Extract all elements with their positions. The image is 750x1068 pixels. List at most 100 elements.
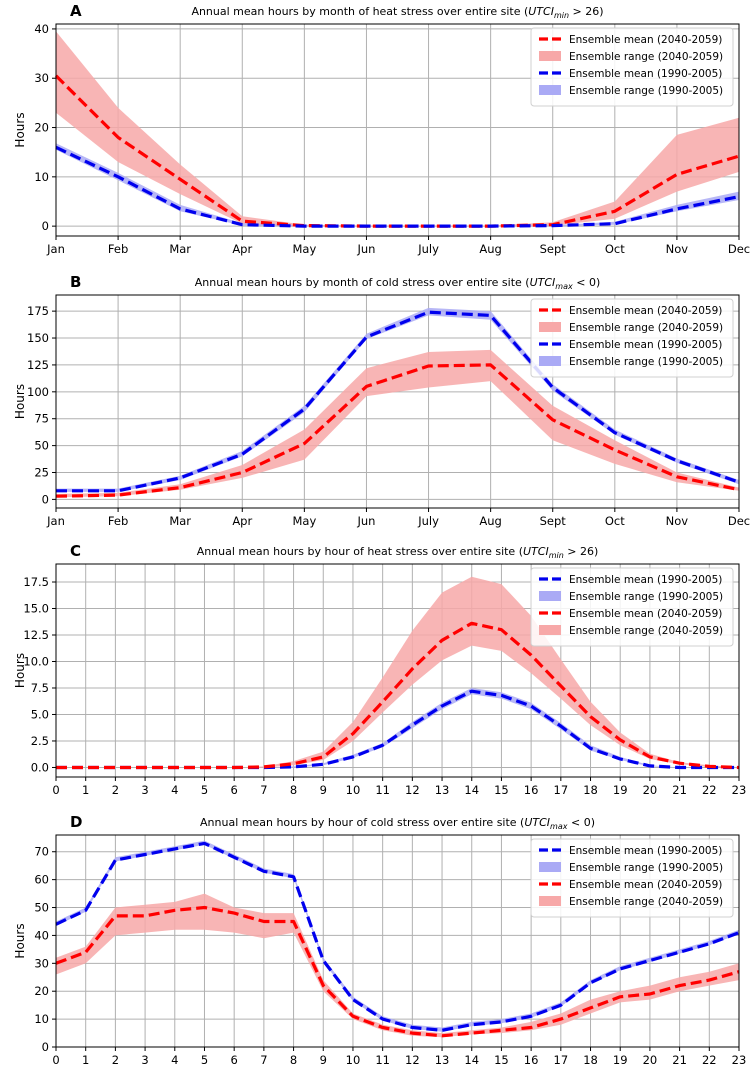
panel-label: A	[70, 2, 82, 20]
legend-entry: Ensemble mean (2040-2059)	[569, 608, 722, 620]
x-tick-label: Apr	[232, 514, 252, 528]
y-axis-label: Hours	[13, 653, 27, 688]
x-tick-label: 3	[141, 1053, 148, 1067]
legend-entry: Ensemble range (2040-2059)	[569, 51, 723, 63]
x-tick-label: 14	[464, 1053, 479, 1067]
x-tick-label: 22	[702, 783, 717, 797]
x-tick-label: 14	[464, 783, 479, 797]
y-tick-label: 10	[34, 1012, 49, 1026]
panel-c: 0 1 2 3 4 5 6 7 8 9 10 11 12 13 14 15 16 17 18 19 20 21 22 230.…	[13, 542, 746, 797]
x-tick-label: 5	[201, 1053, 208, 1067]
x-tick-label: Dec	[728, 242, 750, 256]
y-tick-label: 17.5	[23, 575, 49, 589]
y-tick-label: 25	[34, 466, 49, 480]
x-tick-label: 17	[554, 783, 569, 797]
x-tick-label: Jan	[46, 242, 65, 256]
legend-entry: Ensemble mean (2040-2059)	[569, 879, 722, 891]
y-tick-label: 10.0	[23, 654, 49, 668]
x-tick-label: Nov	[666, 514, 689, 528]
x-tick-label: Oct	[605, 514, 625, 528]
y-tick-label: 0	[42, 219, 49, 233]
x-tick-label: Nov	[666, 242, 689, 256]
x-tick-label: 19	[613, 783, 628, 797]
x-tick-label: 3	[141, 783, 148, 797]
x-tick-label: 10	[346, 1053, 361, 1067]
x-tick-label: 1	[82, 1053, 89, 1067]
mean-line-red	[55, 905, 740, 1038]
y-axis-label: Hours	[13, 112, 27, 147]
x-tick-label: 13	[435, 1053, 450, 1067]
axes-frame	[55, 563, 740, 778]
range-band-blue	[56, 688, 739, 768]
x-tick-label: Sept	[540, 514, 567, 528]
y-tick-label: 30	[34, 71, 49, 85]
chart-title: Annual mean hours by month of cold stres…	[195, 276, 600, 291]
x-tick-label: 11	[375, 1053, 390, 1067]
y-tick-label: 20	[34, 121, 49, 135]
mean-line-blue	[56, 310, 740, 493]
x-tick-label: 12	[405, 1053, 420, 1067]
x-tick-label: July	[417, 242, 439, 256]
y-tick-label: 7.5	[31, 681, 49, 695]
x-tick-label: 4	[171, 783, 178, 797]
legend-entry: Ensemble range (2040-2059)	[569, 896, 723, 908]
x-tick-label: 16	[524, 783, 539, 797]
y-tick-label: 10	[34, 170, 49, 184]
x-tick-label: 18	[583, 783, 598, 797]
y-tick-label: 5.0	[31, 707, 49, 721]
x-tick-label: 2	[112, 783, 119, 797]
y-tick-label: 50	[34, 439, 49, 453]
y-tick-label: 50	[34, 901, 49, 915]
x-tick-label: Aug	[479, 242, 501, 256]
x-tick-label: 19	[613, 1053, 628, 1067]
y-tick-label: 125	[27, 358, 49, 372]
legend-swatch	[539, 862, 561, 872]
legend-entry: Ensemble range (1990-2005)	[569, 591, 723, 603]
y-tick-label: 15.0	[23, 602, 49, 616]
legend-swatch	[539, 356, 561, 366]
y-tick-label: 2.5	[31, 734, 49, 748]
legend-entry: Ensemble mean (1990-2005)	[569, 68, 722, 80]
x-tick-label: 21	[672, 783, 687, 797]
x-tick-label: Feb	[108, 242, 128, 256]
x-tick-label: Aug	[479, 514, 501, 528]
y-tick-label: 0.0	[31, 760, 49, 774]
y-tick-label: 70	[34, 845, 49, 859]
chart-title: Annual mean hours by hour of cold stress…	[200, 816, 595, 831]
axes-frame	[55, 23, 740, 237]
panel-label: B	[70, 273, 81, 291]
range-band-red	[56, 576, 739, 768]
x-tick-label: 5	[201, 783, 208, 797]
mean-line-red	[56, 621, 740, 770]
legend-swatch	[539, 85, 561, 95]
legend-swatch	[539, 322, 561, 332]
panel-label: C	[70, 542, 81, 560]
legend-entry: Ensemble mean (2040-2059)	[569, 305, 722, 317]
mean-line-blue	[55, 145, 740, 228]
legend-swatch	[539, 896, 561, 906]
legend-entry: Ensemble range (2040-2059)	[569, 322, 723, 334]
x-tick-label: 20	[643, 1053, 658, 1067]
legend-box	[530, 298, 734, 378]
legend-entry: Ensemble range (1990-2005)	[569, 862, 723, 874]
range-band-red	[56, 893, 739, 1038]
y-axis-label: Hours	[13, 923, 27, 958]
legend-entry: Ensemble mean (2040-2059)	[569, 34, 722, 46]
panel-a: Jan Feb Mar Apr May Jun July Aug Sept Oct Nov Dec 0 1…	[13, 2, 750, 256]
legend-box	[530, 838, 734, 918]
y-tick-label: 30	[34, 956, 49, 970]
x-tick-label: Mar	[169, 242, 191, 256]
x-tick-label: 8	[290, 1053, 297, 1067]
x-tick-label: 10	[346, 783, 361, 797]
legend-box	[530, 567, 734, 647]
x-tick-label: Apr	[232, 242, 252, 256]
x-tick-label: Mar	[169, 514, 191, 528]
mean-line-blue	[55, 841, 740, 1032]
x-tick-label: 15	[494, 1053, 509, 1067]
y-tick-label: 40	[34, 22, 49, 36]
panel-d: 0 1 2 3 4 5 6 7 8 9 10 11 12 13 14 15 16 17 18 19 20 21 22 2301…	[13, 813, 746, 1067]
x-tick-label: 4	[171, 1053, 178, 1067]
legend-swatch	[539, 51, 561, 61]
panel-b: Jan Feb Mar Apr May Jun July Aug Sept Oct Nov Dec 0 2…	[13, 273, 750, 528]
